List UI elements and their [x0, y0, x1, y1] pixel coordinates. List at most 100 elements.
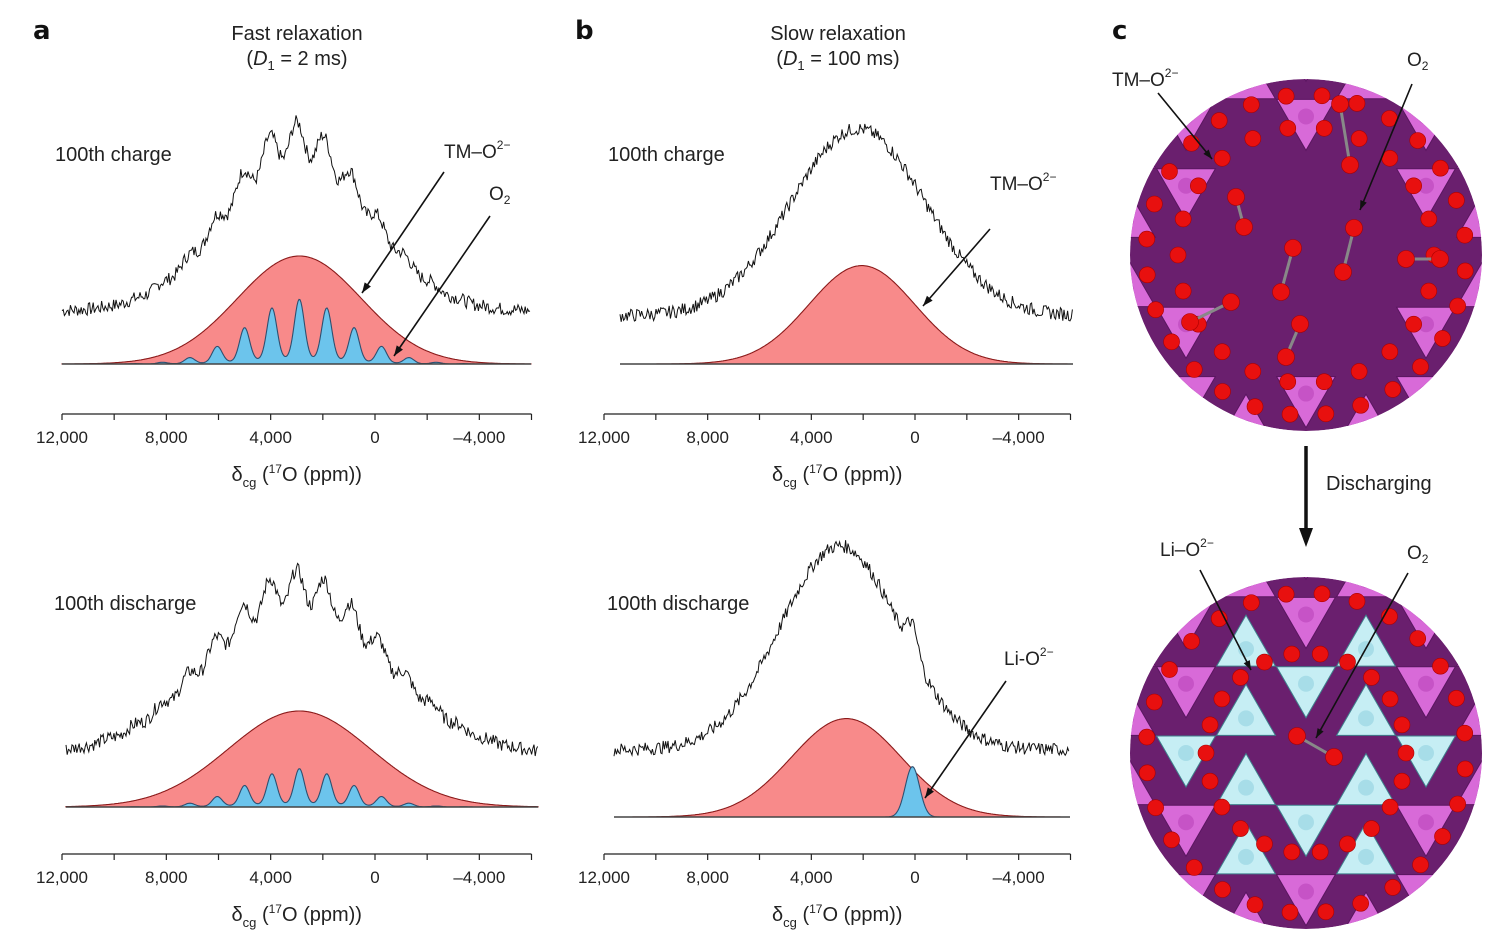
- metal-site: [1418, 593, 1434, 609]
- polyhedron: [917, 238, 976, 289]
- polyhedron: [1097, 338, 1156, 389]
- oxygen-atom: [1246, 896, 1264, 913]
- metal-site: [1130, 918, 1134, 929]
- x-axis-label: δcg (17O (ppm)): [772, 462, 903, 490]
- oxygen-atom: [1279, 120, 1297, 137]
- ann-sub: 2: [503, 193, 511, 207]
- oxygen-atom: [1313, 585, 1331, 603]
- polyhedron: [1275, 596, 1337, 650]
- metal-site: [1478, 641, 1482, 658]
- polyhedron: [1130, 254, 1157, 308]
- metal-site: [1118, 628, 1134, 644]
- x-tick-label: 12,000: [578, 868, 630, 887]
- arrow-c-o2-bottom-head: [1316, 728, 1324, 738]
- polyhedron: [1037, 446, 1096, 497]
- metal-site: [1418, 606, 1434, 623]
- oxygen-atom: [1405, 177, 1422, 195]
- x-tick-label: 4,000: [790, 428, 833, 447]
- polyhedron: [917, 99, 976, 150]
- metal-site: [1238, 489, 1254, 505]
- oxygen-atom: [1244, 130, 1262, 147]
- oxygen-atom: [1434, 330, 1451, 347]
- polyhedron: [1275, 666, 1337, 719]
- arrow-c-tm-o2minus: [1157, 92, 1213, 160]
- polyhedron: [977, 464, 1036, 515]
- oxygen-atom: [1243, 594, 1260, 611]
- metal-site: [1118, 433, 1134, 449]
- metal-site: [1238, 918, 1254, 929]
- oxygen-atom: [1138, 728, 1156, 746]
- metal-site: [1118, 364, 1134, 380]
- d1-symbol: D: [253, 48, 268, 70]
- oxygen-atom: [1449, 297, 1466, 315]
- annotation-o2-a: O2: [489, 184, 510, 207]
- x-tick-label: –4,000: [453, 428, 506, 447]
- oxygen-atom: [1183, 632, 1200, 650]
- metal-site: [1478, 420, 1482, 431]
- arrow-c-li-o2minus-head: [1243, 660, 1251, 670]
- oxygen-atom: [1384, 879, 1402, 896]
- oxygen-atom: [1432, 159, 1449, 177]
- ann-sup: 2−: [1164, 66, 1179, 80]
- label-b-charge: 100th charge: [608, 144, 725, 166]
- oxygen-atom: [1161, 661, 1178, 678]
- polyhedron: [977, 407, 1036, 458]
- metal-site: [1478, 697, 1494, 713]
- x-tick-label: –4,000: [992, 868, 1045, 887]
- metal-site: [1478, 503, 1494, 519]
- metal-site: [1178, 385, 1194, 402]
- metal-site: [1478, 433, 1494, 449]
- oxygen-atom: [1244, 363, 1262, 380]
- oxygen-atom: [1384, 381, 1402, 398]
- polyhedron: [1455, 577, 1482, 598]
- polyhedron: [977, 0, 1036, 30]
- experimental-trace-b-charge: [619, 123, 1073, 323]
- metal-site: [998, 849, 1014, 865]
- polyhedron: [917, 875, 976, 926]
- metal-site: [938, 316, 954, 332]
- metal-site: [1178, 814, 1194, 831]
- polyhedron: [1457, 602, 1509, 653]
- label-discharging: Discharging: [1326, 473, 1432, 495]
- metal-site: [1238, 559, 1254, 575]
- oxygen-atom: [1352, 397, 1369, 414]
- polyhedron: [1037, 667, 1096, 718]
- arrow-tm-o2minus-b: [922, 228, 991, 307]
- metal-site: [1358, 433, 1374, 449]
- metal-site: [1358, 503, 1374, 519]
- polyhedron: [977, 533, 1036, 584]
- polyhedron: [1130, 891, 1157, 929]
- metal-site: [1118, 697, 1134, 713]
- oxygen-atom: [1393, 772, 1411, 790]
- metal-site: [1130, 281, 1134, 298]
- o2-oxygen-atom: [1284, 239, 1302, 257]
- polyhedron: [1130, 752, 1157, 806]
- polyhedron: [917, 654, 976, 705]
- o2-oxygen-atom: [1272, 283, 1290, 301]
- polyhedron: [1275, 804, 1337, 858]
- metal-site: [1478, 281, 1482, 298]
- metal-site: [1478, 489, 1494, 505]
- metal-site: [998, 780, 1014, 796]
- polyhedron: [1130, 683, 1157, 736]
- structure-discharged: [917, 320, 1494, 929]
- metal-site: [938, 178, 954, 194]
- metal-site: [938, 455, 954, 471]
- metal-site: [998, 5, 1014, 21]
- ann-text: TM–O: [990, 174, 1043, 195]
- polyhedron: [1217, 464, 1276, 515]
- metal-site: [938, 329, 954, 345]
- x-axis-label: δcg (17O (ppm)): [231, 462, 362, 490]
- metal-site: [1058, 663, 1074, 679]
- oxygen-atom: [1456, 760, 1474, 778]
- metal-site: [1238, 420, 1254, 431]
- panel-label-b: b: [575, 16, 594, 46]
- polyhedron: [1037, 320, 1096, 371]
- polyhedron: [1275, 79, 1337, 83]
- oxygen-atom: [1232, 820, 1249, 837]
- oxygen-atom: [1277, 585, 1295, 603]
- polyhedron: [1097, 464, 1156, 515]
- metal-site: [1178, 675, 1194, 692]
- metal-site: [1358, 559, 1374, 575]
- metal-site: [1058, 247, 1074, 263]
